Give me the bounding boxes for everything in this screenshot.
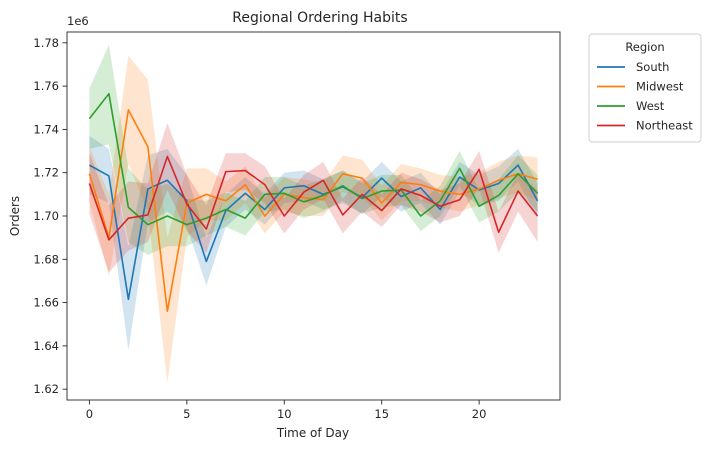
x-tick-label: 5	[183, 407, 190, 421]
series-line-northeast	[88, 155, 539, 241]
series-line-west	[88, 92, 539, 226]
x-tick-label: 15	[374, 407, 389, 421]
y-tick-label: 1.64	[33, 339, 59, 353]
chart-title: Regional Ordering Habits	[232, 10, 407, 26]
y-offset-text: 1e6	[67, 14, 89, 28]
series-line-south	[89, 164, 539, 301]
legend-label-midwest: Midwest	[636, 80, 684, 94]
confidence-bands	[89, 44, 538, 383]
legend-label-south: South	[636, 60, 669, 74]
x-tick-label: 10	[277, 407, 292, 421]
x-axis: 0 5 10 15 20	[86, 400, 487, 421]
x-tick-label: 20	[472, 407, 487, 421]
y-tick-label: 1.70	[33, 209, 59, 223]
legend-label-northeast: Northeast	[636, 119, 693, 133]
y-axis: 1.62 1.64 1.66 1.68 1.70 1.72 1.74 1.76 1.78	[33, 36, 67, 396]
series-lines	[88, 92, 539, 313]
x-axis-label: Time of Day	[276, 426, 349, 440]
confidence-band-south	[89, 135, 538, 351]
y-axis-label: Orders	[8, 196, 22, 236]
legend-label-west: West	[636, 99, 665, 113]
y-tick-label: 1.76	[33, 79, 59, 93]
y-tick-label: 1.66	[33, 296, 59, 310]
y-tick-label: 1.78	[33, 36, 59, 50]
legend-title: Region	[625, 40, 664, 54]
confidence-band-northeast	[89, 122, 538, 273]
y-tick-label: 1.72	[33, 166, 59, 180]
y-tick-label: 1.62	[33, 382, 59, 396]
confidence-band-midwest	[89, 55, 538, 383]
y-tick-label: 1.74	[33, 122, 59, 136]
legend: Region South Midwest West Northeast	[588, 33, 702, 143]
y-tick-label: 1.68	[33, 252, 59, 266]
legend-box	[588, 33, 702, 143]
x-tick-label: 0	[86, 407, 93, 421]
confidence-band-west	[89, 44, 538, 255]
